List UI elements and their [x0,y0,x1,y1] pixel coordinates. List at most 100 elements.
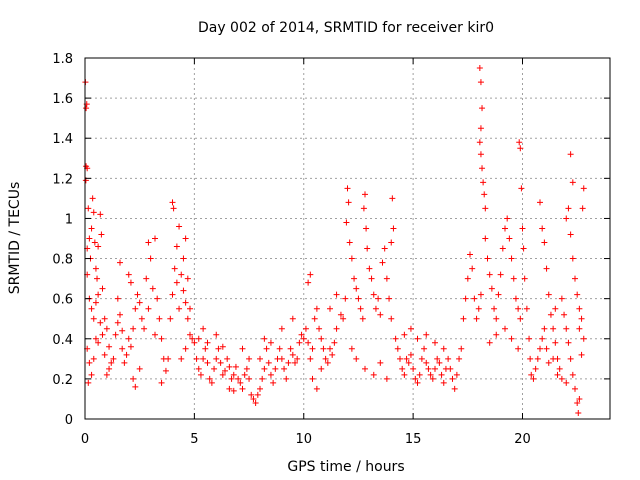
data-point [377,359,384,366]
data-point [88,371,95,378]
data-point [189,335,196,342]
data-point [136,365,143,372]
data-point [178,271,185,278]
data-point [200,325,207,332]
data-point [313,385,320,392]
data-point [92,299,99,306]
data-point [506,235,513,242]
data-point [149,285,156,292]
data-point [110,355,117,362]
x-tick-label: 20 [514,432,531,447]
data-point [95,243,102,250]
data-point [311,315,318,322]
data-point [208,379,215,386]
data-point [348,345,355,352]
data-point [176,305,183,312]
data-point [469,265,476,272]
data-point [114,319,121,326]
data-point [558,295,565,302]
data-point [86,235,93,242]
data-point [86,359,93,366]
data-point [344,185,351,192]
data-point [230,387,237,394]
data-point [147,255,154,262]
data-point [353,355,360,362]
data-point [226,385,233,392]
data-point [534,355,541,362]
x-tick-label: 10 [295,432,312,447]
data-point [440,379,447,386]
data-points [82,65,587,416]
data-point [97,319,104,326]
data-point [316,325,323,332]
data-point [230,371,237,378]
data-point [239,385,246,392]
data-point [156,315,163,322]
data-point [389,195,396,202]
data-point [333,291,340,298]
y-tick-label: 1.2 [52,172,73,187]
data-point [119,345,126,352]
data-point [567,231,574,238]
data-point [495,291,502,298]
data-point [281,365,288,372]
data-point [103,371,110,378]
data-point [226,363,233,370]
data-point [97,211,104,218]
data-point [488,285,495,292]
chart-title: Day 002 of 2014, SRMTID for receiver kir… [198,20,494,36]
data-point [363,225,370,232]
data-point [101,351,108,358]
data-point [530,375,537,382]
data-point [569,179,576,186]
data-point [178,355,185,362]
data-point [477,151,484,158]
data-point [528,371,535,378]
data-point [191,339,198,346]
data-point [572,275,578,282]
data-point [182,235,189,242]
data-point [423,331,430,338]
data-point [460,315,467,322]
data-point [246,375,253,382]
data-point [390,225,397,232]
data-point [445,355,452,362]
data-point [187,331,193,338]
data-point [499,245,506,252]
data-point [213,355,220,362]
data-point [95,339,102,346]
data-point [343,219,350,226]
data-point [106,365,113,372]
data-point [543,265,550,272]
data-point [517,315,524,322]
data-point [453,371,460,378]
data-point [259,375,266,382]
data-point [537,199,543,206]
data-point [224,355,231,362]
data-point [477,79,484,86]
data-point [95,291,102,298]
data-point [399,365,406,372]
data-point [305,339,312,346]
data-point [410,365,417,372]
data-point [158,379,165,386]
data-point [508,335,515,342]
data-point [145,305,152,312]
data-point [94,275,101,282]
data-point [217,359,224,366]
data-point [267,371,274,378]
data-point [99,285,106,292]
data-point [473,315,480,322]
data-point [497,271,504,278]
y-tick-label: 0.4 [52,333,73,348]
data-point [563,215,570,222]
data-point [329,351,336,358]
data-point [170,205,177,212]
data-point [486,271,493,278]
data-point [276,345,283,352]
data-point [508,255,515,262]
data-point [173,243,180,250]
data-point [219,343,226,350]
data-point [112,331,119,338]
data-point [383,275,390,282]
